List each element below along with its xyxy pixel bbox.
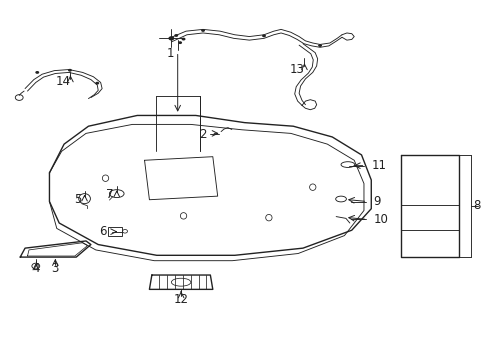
- Text: 7: 7: [106, 188, 113, 201]
- Text: 14: 14: [56, 75, 70, 87]
- Circle shape: [95, 82, 99, 85]
- Text: 12: 12: [173, 293, 188, 306]
- Text: 1: 1: [166, 47, 174, 60]
- Circle shape: [318, 44, 322, 47]
- Text: 6: 6: [99, 225, 106, 238]
- Circle shape: [174, 34, 178, 37]
- Text: 11: 11: [370, 159, 386, 172]
- Text: 4: 4: [32, 262, 40, 275]
- Text: 13: 13: [289, 63, 304, 76]
- Circle shape: [262, 35, 265, 37]
- Circle shape: [68, 69, 72, 72]
- Text: 9: 9: [373, 195, 381, 208]
- Circle shape: [201, 29, 204, 32]
- Text: 2: 2: [199, 127, 206, 141]
- Text: 8: 8: [473, 199, 480, 212]
- Text: 3: 3: [52, 262, 59, 275]
- Circle shape: [178, 41, 182, 44]
- Circle shape: [181, 38, 185, 41]
- Circle shape: [35, 71, 39, 74]
- Text: 10: 10: [373, 213, 388, 226]
- Text: 5: 5: [74, 193, 81, 206]
- Circle shape: [168, 36, 174, 41]
